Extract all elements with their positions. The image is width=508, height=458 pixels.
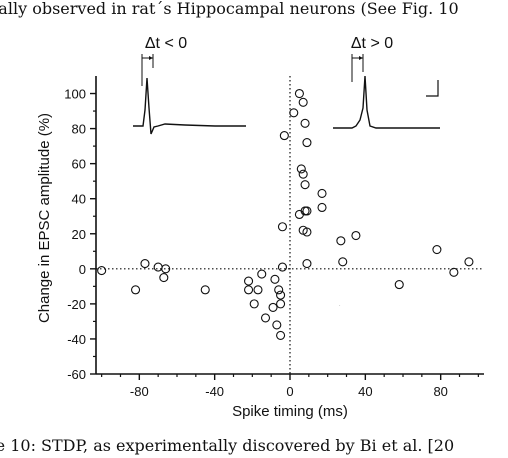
data-point [274,285,284,295]
data-point [159,273,169,283]
data-point [302,206,312,216]
inset-delta-t-negative: Δt < 0 [133,35,246,135]
y-tick-label: 80 [72,122,86,137]
x-tick-label: 80 [433,384,447,399]
data-point [302,138,312,148]
data-point [276,290,286,300]
context-text-top: nally observed in rat´s Hippocampal neur… [0,0,508,22]
data-point [97,266,107,276]
data-point [289,108,299,118]
data-point [302,259,312,269]
y-tick-label: 40 [72,192,86,207]
data-point [338,257,348,267]
data-point [200,285,210,295]
data-point [298,169,308,179]
y-tick-labels: -60 -40 -20 0 20 40 60 80 100 [64,87,86,382]
x-tick-label: -80 [130,384,149,399]
data-point [432,244,442,255]
y-tick-label: 100 [64,87,86,102]
data-point [317,188,327,198]
x-axis-label: Spike timing (ms) [232,403,348,420]
data-point [449,267,459,277]
y-ticks [90,92,96,375]
data-point [249,299,259,309]
y-tick-label: 60 [72,157,86,172]
inset-arrowhead-positive [359,56,363,60]
inset-delta-t-positive: Δt > 0 [333,35,440,129]
data-point [272,320,282,330]
inset-scale-bar [426,80,439,97]
data-point [298,97,308,107]
data-point [276,330,286,340]
inset-trace-negative [133,77,246,135]
data-point [270,274,280,284]
x-tick-label: 0 [286,384,293,399]
x-tick-label: -40 [205,384,224,399]
data-point [394,280,404,290]
data-point [244,285,254,295]
data-point [161,264,171,274]
data-point [260,313,271,323]
data-point [300,118,310,128]
data-point [336,236,346,246]
data-point [296,164,306,174]
x-tick-label: 40 [358,384,372,399]
data-point [300,180,310,190]
data-point [279,131,289,141]
y-tick-label: 20 [72,227,86,242]
inset-label-negative: Δt < 0 [145,35,187,52]
x-ticks [101,374,479,380]
data-point [302,227,312,237]
data-point [351,230,361,241]
inset-label-positive: Δt > 0 [351,35,393,52]
data-point [276,299,286,309]
context-text-top-line: nally observed in rat´s Hippocampal neur… [0,0,459,18]
inset-arrowhead-negative [149,56,153,60]
x-tick-labels: -80 -40 0 40 80 [130,384,448,399]
reference-lines [96,76,484,374]
data-points [97,88,474,340]
data-point [253,285,263,295]
inset-trace-positive [333,75,440,129]
data-point [268,302,278,312]
data-point [140,259,150,269]
y-tick-label: -40 [67,332,86,347]
data-point [317,202,327,213]
y-tick-label: -20 [67,297,86,312]
data-point [464,257,474,267]
data-point [257,269,267,279]
y-tick-label: 0 [79,262,86,277]
y-tick-label: -60 [67,367,86,382]
figure-caption: re 10: STDP, as experimentally discovere… [0,436,508,458]
y-axis-label: Change in EPSC amplitude (%) [36,113,53,323]
data-point [294,88,304,99]
stray-speck: . [339,302,341,308]
stdp-scatter-chart: -60 -40 -20 0 20 40 60 80 100 -80 -40 0 40 80 Change… [36,35,484,420]
data-point [131,285,141,295]
data-point [244,276,254,286]
data-point [153,262,163,272]
data-point [277,222,288,232]
data-point [277,262,288,272]
figure-caption-text: re 10: STDP, as experimentally discovere… [0,436,455,455]
